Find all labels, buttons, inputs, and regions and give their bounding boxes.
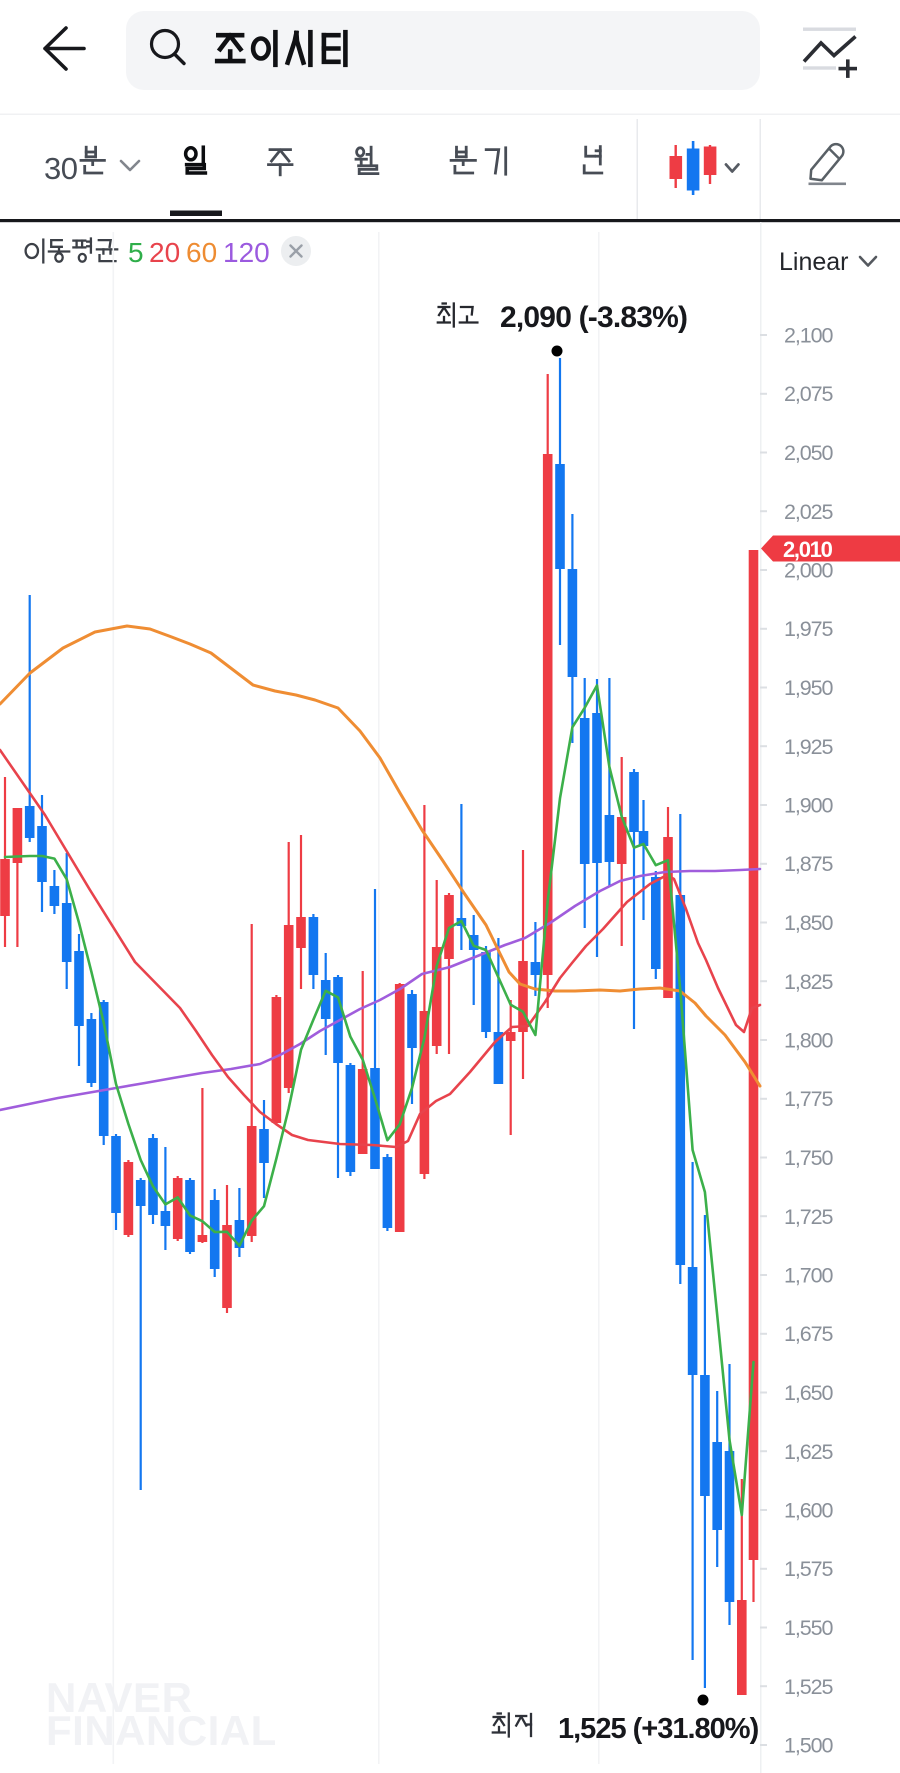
svg-text:30: 30 — [44, 151, 78, 186]
svg-text:1,950: 1,950 — [784, 676, 833, 700]
svg-text:2,090 (-3.83%): 2,090 (-3.83%) — [500, 301, 687, 334]
svg-text:1,525 (+31.80%): 1,525 (+31.80%) — [558, 1713, 759, 1745]
svg-text:120: 120 — [223, 237, 270, 268]
svg-text:1,775: 1,775 — [784, 1087, 833, 1111]
svg-text:1,650: 1,650 — [784, 1381, 833, 1405]
svg-text:1,900: 1,900 — [784, 794, 833, 818]
svg-text:2,075: 2,075 — [784, 382, 833, 406]
svg-text:5: 5 — [128, 237, 144, 268]
svg-text:1,850: 1,850 — [784, 911, 833, 935]
svg-text:2,100: 2,100 — [784, 324, 833, 348]
svg-text:NAVER: NAVER — [46, 1674, 192, 1721]
svg-text:20: 20 — [149, 237, 180, 268]
svg-text:1,550: 1,550 — [784, 1616, 833, 1640]
svg-text:1,600: 1,600 — [784, 1499, 833, 1523]
svg-text:60: 60 — [186, 237, 217, 268]
svg-text:1,625: 1,625 — [784, 1440, 833, 1464]
svg-text:2,000: 2,000 — [784, 559, 833, 583]
svg-text:2,010: 2,010 — [783, 537, 833, 562]
svg-text:1,725: 1,725 — [784, 1205, 833, 1229]
svg-text:1,925: 1,925 — [784, 735, 833, 759]
svg-text:1,700: 1,700 — [784, 1264, 833, 1288]
svg-text:1,575: 1,575 — [784, 1557, 833, 1581]
svg-text:1,800: 1,800 — [784, 1029, 833, 1053]
svg-text:1,750: 1,750 — [784, 1146, 833, 1170]
svg-text:1,525: 1,525 — [784, 1675, 833, 1699]
svg-text:Linear: Linear — [779, 248, 849, 276]
svg-text:1,975: 1,975 — [784, 617, 833, 641]
svg-text:2,025: 2,025 — [784, 500, 833, 524]
svg-text:2,050: 2,050 — [784, 441, 833, 465]
svg-text:FINANCIAL: FINANCIAL — [46, 1707, 277, 1754]
svg-text:1,875: 1,875 — [784, 852, 833, 876]
svg-text:1,500: 1,500 — [784, 1734, 833, 1758]
svg-text:1,675: 1,675 — [784, 1322, 833, 1346]
svg-text:1,825: 1,825 — [784, 970, 833, 994]
